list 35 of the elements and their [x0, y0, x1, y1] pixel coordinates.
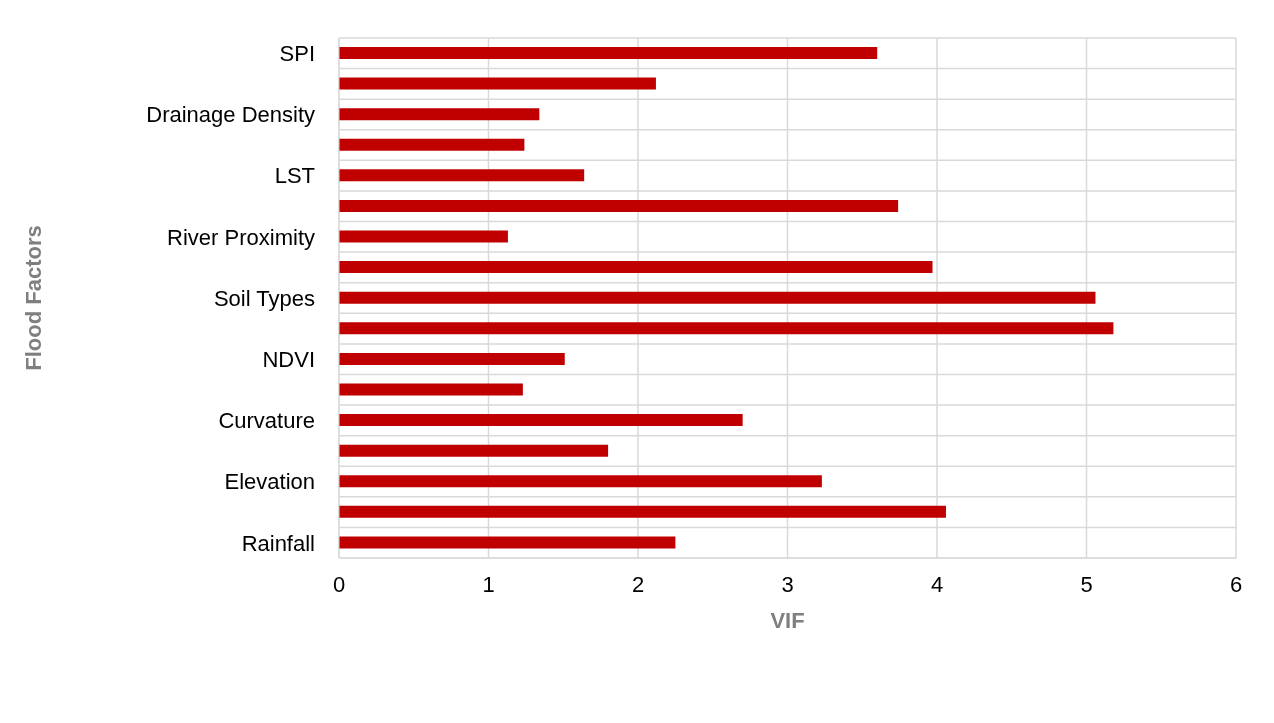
x-tick-label: 4 [930, 571, 944, 597]
y-tick-label: Curvature [218, 408, 315, 434]
bar [339, 322, 1114, 335]
y-tick-label: Drainage Density [146, 102, 315, 128]
bar [339, 444, 609, 457]
y-tick-label: LST [274, 163, 315, 189]
bar [339, 108, 540, 121]
bar [339, 352, 565, 365]
x-axis-title: VIF [770, 608, 805, 633]
y-tick-label: Soil Types [213, 285, 315, 311]
bar [339, 505, 946, 518]
y-tick-label: Rainfall [241, 530, 315, 556]
y-tick-label: NDVI [262, 346, 315, 372]
bar [339, 199, 899, 212]
bar [339, 47, 878, 59]
y-tick-label: River Proximity [167, 224, 315, 250]
y-tick-label: SPI [279, 41, 315, 67]
x-tick-label: 6 [1229, 571, 1243, 597]
y-tick-label: Elevation [224, 469, 315, 495]
x-tick-label: 0 [332, 571, 346, 597]
bar [339, 230, 508, 243]
bar [339, 475, 822, 488]
bar [339, 169, 585, 182]
x-tick-label: 3 [781, 571, 794, 597]
bar [339, 261, 933, 274]
x-tick-label: 5 [1080, 571, 1093, 597]
x-tick-label: 1 [482, 571, 495, 597]
bar [339, 536, 676, 549]
y-axis-title: Flood Factors [20, 225, 46, 371]
bar [339, 138, 525, 151]
x-tick-label: 2 [631, 571, 645, 597]
bar [339, 291, 1096, 304]
bar [339, 414, 743, 427]
bar [339, 77, 656, 90]
bar [339, 383, 523, 396]
